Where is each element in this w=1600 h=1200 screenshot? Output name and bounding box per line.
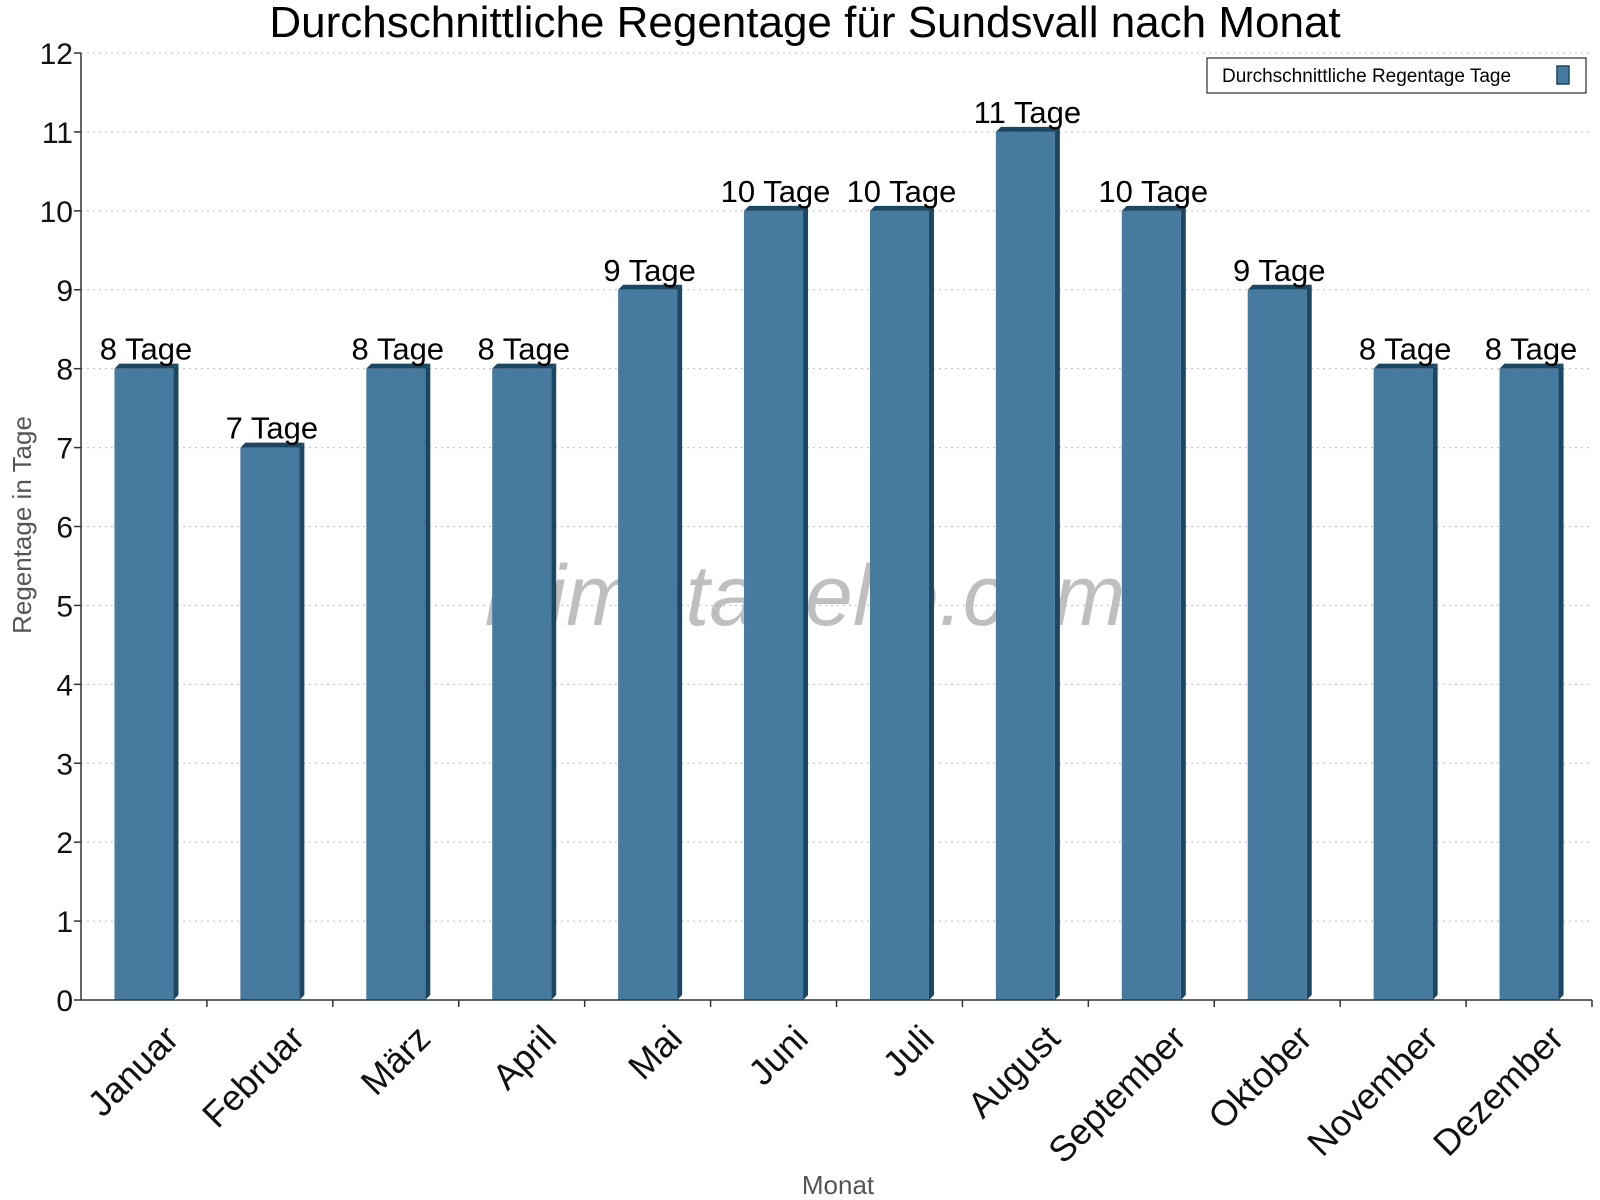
legend-label: Durchschnittliche Regentage Tage xyxy=(1222,66,1511,87)
x-tick-label: April xyxy=(484,1017,564,1097)
bar-side xyxy=(803,205,809,1001)
bars: 8 Tage 7 Tage 8 Tage 8 Tage 9 Tage 10 Tage 10 … xyxy=(100,95,1578,1001)
legend: Durchschnittliche Regentage Tage xyxy=(1206,57,1587,94)
bar-side xyxy=(1054,126,1060,1000)
bar xyxy=(114,368,174,1001)
y-tick-label: 5 xyxy=(56,590,73,623)
bar xyxy=(1499,368,1559,1001)
y-tick-label: 8 xyxy=(56,354,73,387)
data-label: 10 Tage xyxy=(721,174,831,209)
y-axis-label: Regentage in Tage xyxy=(7,416,37,634)
bar-side xyxy=(425,363,431,1001)
bar-side xyxy=(1306,284,1312,1000)
y-tick-label: 11 xyxy=(42,117,73,150)
y-tick-label: 3 xyxy=(56,748,73,781)
x-tick-label: Juli xyxy=(875,1017,942,1084)
y-tick-label: 7 xyxy=(56,433,73,466)
data-label: 10 Tage xyxy=(847,174,957,209)
y-tick-label: 10 xyxy=(40,196,73,229)
gridlines xyxy=(81,52,1592,922)
data-label: 8 Tage xyxy=(477,332,570,367)
bar-top xyxy=(1247,284,1312,290)
bar xyxy=(1247,289,1307,1000)
y-tick-label: 4 xyxy=(56,669,73,702)
bar-top xyxy=(1373,363,1438,369)
y-tick-label: 2 xyxy=(56,827,73,860)
x-tick-label: Mai xyxy=(620,1017,690,1087)
bar-top xyxy=(869,205,934,211)
x-tick-label: November xyxy=(1299,1017,1445,1163)
bar-side xyxy=(928,205,934,1001)
bar-side xyxy=(299,442,305,1000)
bar-side xyxy=(677,284,683,1000)
chart-title: Durchschnittliche Regentage für Sundsval… xyxy=(269,0,1340,47)
bar xyxy=(869,210,929,1001)
bar-side xyxy=(173,363,179,1001)
bar xyxy=(995,131,1055,1000)
bar xyxy=(1373,368,1433,1001)
bar xyxy=(240,447,300,1000)
y-tick-label: 1 xyxy=(56,906,73,939)
bar-top xyxy=(995,126,1060,132)
data-label: 8 Tage xyxy=(1485,332,1578,367)
data-label: 9 Tage xyxy=(1233,253,1326,288)
legend-swatch xyxy=(1556,65,1570,85)
bar xyxy=(618,289,678,1000)
data-label: 9 Tage xyxy=(603,253,696,288)
y-tick-label: 0 xyxy=(56,985,73,1018)
bar-top xyxy=(744,205,809,211)
y-tick-label: 12 xyxy=(40,38,73,71)
data-label: 10 Tage xyxy=(1098,174,1208,209)
bar-side xyxy=(1558,363,1564,1001)
x-tick-label: Februar xyxy=(194,1017,312,1135)
bar-side xyxy=(551,363,557,1001)
x-tick-label: März xyxy=(353,1017,439,1103)
bar xyxy=(366,368,426,1001)
bar-top xyxy=(1121,205,1186,211)
bar xyxy=(744,210,804,1001)
bar-top xyxy=(618,284,683,290)
x-tick-label: September xyxy=(1040,1017,1194,1171)
x-axis-label: Monat xyxy=(802,1170,875,1200)
bar-top xyxy=(492,363,557,369)
y-tick-label: 9 xyxy=(56,275,73,308)
data-label: 8 Tage xyxy=(1359,332,1452,367)
bar-top xyxy=(1499,363,1564,369)
x-tick-label: Dezember xyxy=(1425,1017,1571,1163)
legend-box xyxy=(1206,57,1587,94)
x-tick-label: Oktober xyxy=(1200,1017,1320,1137)
data-label: 8 Tage xyxy=(100,332,193,367)
bar-side xyxy=(1432,363,1438,1001)
y-tick-label: 6 xyxy=(56,512,73,545)
x-tick-label: Juni xyxy=(740,1017,816,1093)
bar-top xyxy=(114,363,179,369)
bar-side xyxy=(1180,205,1186,1001)
bar-top xyxy=(240,442,305,448)
bar-top xyxy=(366,363,431,369)
bar xyxy=(492,368,552,1001)
x-tick-label: August xyxy=(959,1017,1067,1125)
x-tick-label: Januar xyxy=(79,1017,186,1124)
data-label: 11 Tage xyxy=(974,95,1081,130)
data-label: 7 Tage xyxy=(226,411,319,446)
bar xyxy=(1121,210,1181,1001)
data-label: 8 Tage xyxy=(352,332,445,367)
